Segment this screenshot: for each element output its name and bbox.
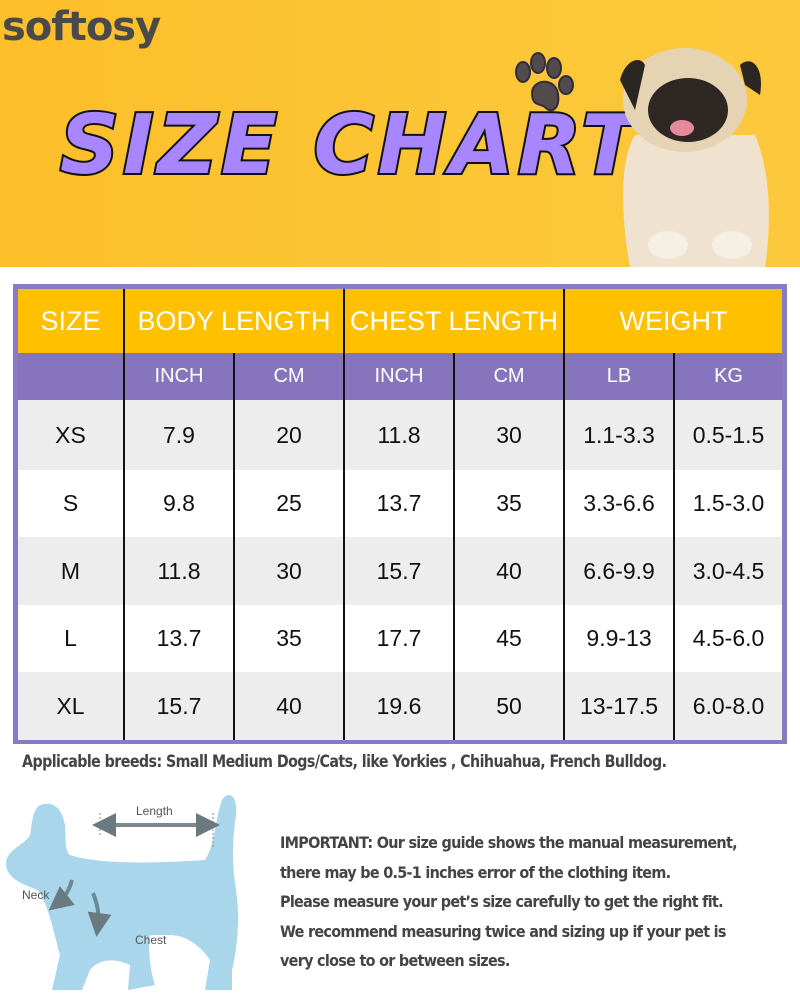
value-cell: 4.5-6.0	[673, 605, 783, 672]
value-cell: 11.8	[123, 537, 234, 605]
applicable-breeds: Applicable breeds: Small Medium Dogs/Cat…	[22, 752, 667, 772]
value-cell: 30	[452, 400, 565, 470]
chest-label: Chest	[135, 933, 167, 947]
value-cell: 0.5-1.5	[673, 400, 783, 470]
value-cell: 19.6	[343, 672, 454, 740]
size-table: SIZE BODY LENGTH CHEST LENGTH WEIGHT INC…	[13, 284, 787, 744]
value-cell: 11.8	[343, 400, 454, 470]
table-row: M 11.8 30 15.7 40 6.6-9.9 3.0-4.5	[18, 537, 783, 605]
unit-chest-cm: CM	[452, 353, 565, 400]
note-line: We recommend measuring twice and sizing …	[280, 921, 726, 941]
value-cell: 9.8	[123, 470, 234, 537]
important-note: IMPORTANT: Our size guide shows the manu…	[280, 828, 738, 976]
value-cell: 3.3-6.6	[563, 470, 675, 537]
table-row: XL 15.7 40 19.6 50 13-17.5 6.0-8.0	[18, 672, 783, 740]
header-body-length: BODY LENGTH	[123, 289, 344, 353]
paw-icon	[515, 52, 574, 112]
value-cell: 1.5-3.0	[673, 470, 783, 537]
chest-arrow	[87, 892, 112, 937]
value-cell: 15.7	[343, 537, 454, 605]
size-cell: XL	[18, 672, 124, 740]
unit-body-inch: INCH	[123, 353, 234, 400]
size-cell: S	[18, 470, 124, 537]
note-line: IMPORTANT: Our size guide shows the manu…	[280, 833, 738, 852]
value-cell: 13.7	[123, 605, 234, 672]
value-cell: 40	[233, 672, 344, 740]
unit-chest-inch: INCH	[343, 353, 454, 400]
value-cell: 35	[452, 470, 565, 537]
size-cell: M	[18, 537, 124, 605]
header-weight: WEIGHT	[563, 289, 783, 353]
value-cell: 6.0-8.0	[673, 672, 783, 740]
note-line: very close to or between sizes.	[280, 951, 510, 970]
unit-weight-lb: LB	[563, 353, 675, 400]
value-cell: 30	[233, 537, 344, 605]
unit-weight-kg: KG	[673, 353, 783, 400]
table-row: S 9.8 25 13.7 35 3.3-6.6 1.5-3.0	[18, 470, 783, 537]
value-cell: 25	[233, 470, 344, 537]
value-cell: 9.9-13	[563, 605, 675, 672]
header-chest-length: CHEST LENGTH	[342, 289, 565, 353]
brand-logo: softosy	[2, 4, 161, 50]
neck-arrow	[48, 879, 75, 911]
value-cell: 50	[452, 672, 565, 740]
neck-label: Neck	[22, 888, 50, 902]
value-cell: 13.7	[343, 470, 454, 537]
value-cell: 35	[233, 605, 344, 672]
table-row: XS 7.9 20 11.8 30 1.1-3.3 0.5-1.5	[18, 400, 783, 470]
value-cell: 40	[452, 537, 565, 605]
value-cell: 45	[452, 605, 565, 672]
table-row: L 13.7 35 17.7 45 9.9-13 4.5-6.0	[18, 605, 783, 672]
dog-silhouette	[5, 795, 239, 990]
value-cell: 15.7	[123, 672, 234, 740]
value-cell: 20	[233, 400, 344, 470]
dog-measurement-diagram: Length Neck Chest	[5, 795, 239, 990]
length-label: Length	[136, 804, 173, 818]
value-cell: 7.9	[123, 400, 234, 470]
value-cell: 6.6-9.9	[563, 537, 675, 605]
page-title: SIZE CHART	[58, 96, 642, 195]
header-size: SIZE	[18, 289, 124, 353]
value-cell: 13-17.5	[563, 672, 675, 740]
banner: softosy SIZE CHART	[0, 0, 800, 267]
size-cell: L	[18, 605, 124, 672]
note-line: there may be 0.5-1 inches error of the c…	[280, 862, 671, 882]
size-cell: XS	[18, 400, 124, 470]
note-line: Please measure your pet’s size carefully…	[280, 892, 724, 911]
value-cell: 3.0-4.5	[673, 537, 783, 605]
value-cell: 17.7	[343, 605, 454, 672]
unit-empty	[18, 353, 124, 400]
value-cell: 1.1-3.3	[563, 400, 675, 470]
pug-photo	[620, 48, 769, 267]
unit-body-cm: CM	[233, 353, 344, 400]
